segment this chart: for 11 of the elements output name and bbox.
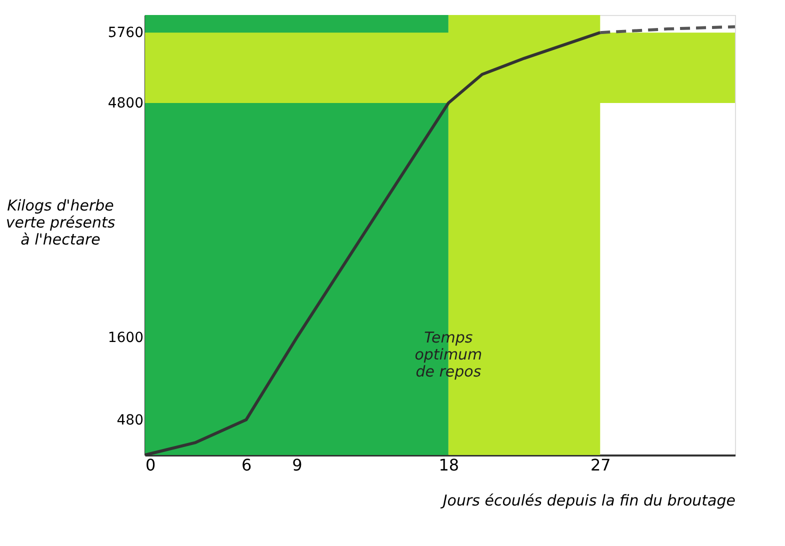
y-tick-label: 480 [116,412,144,428]
x-tick-label: 9 [292,456,302,474]
y-tick-label: 5760 [108,25,144,42]
y-tick-label: 4800 [108,96,144,112]
x-axis-title: Jours écoulés depuis la fin du broutage [440,492,736,510]
x-tick-label: 18 [438,456,460,474]
x-tick-label: 6 [242,456,252,474]
x-tick-label: 0 [146,456,156,474]
x-tick-label: 27 [590,456,611,474]
y-axis-title: Kilogs d'herbe verte présents à l'hectare [6,196,116,248]
y-tick-label: 1600 [108,330,144,346]
